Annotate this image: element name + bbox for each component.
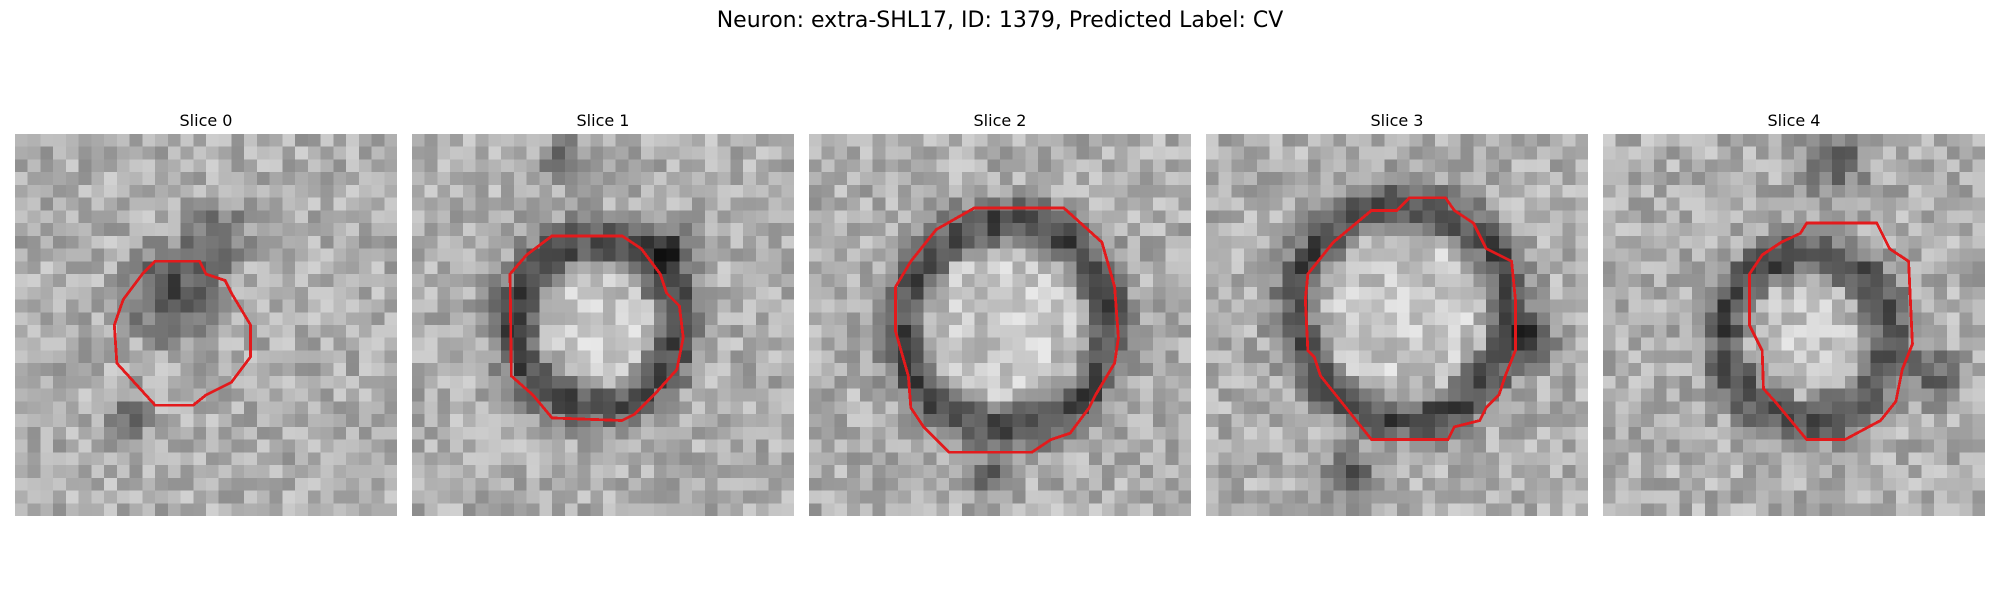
segmentation-contour bbox=[112, 259, 252, 407]
segmentation-contour bbox=[894, 206, 1120, 454]
slice-title: Slice 3 bbox=[1370, 111, 1424, 130]
slice-panel-3: Slice 3 bbox=[1206, 110, 1588, 516]
slice-image-0 bbox=[15, 134, 397, 516]
em-grayscale-patch bbox=[1603, 134, 1985, 516]
slice-image-2 bbox=[809, 134, 1191, 516]
segmentation-contour bbox=[1303, 196, 1517, 442]
segmentation-contour bbox=[508, 234, 685, 422]
em-grayscale-patch bbox=[1206, 134, 1588, 516]
slice-image-1 bbox=[412, 134, 794, 516]
slice-panel-0: Slice 0 bbox=[15, 110, 397, 516]
em-grayscale-patch bbox=[809, 134, 1191, 516]
figure-title: Neuron: extra-SHL17, ID: 1379, Predicted… bbox=[716, 8, 1284, 33]
slice-panel-2: Slice 2 bbox=[809, 110, 1191, 516]
slice-title: Slice 4 bbox=[1767, 111, 1821, 130]
slice-image-3 bbox=[1206, 134, 1588, 516]
slice-panel-1: Slice 1 bbox=[412, 110, 794, 516]
em-grayscale-patch bbox=[15, 134, 397, 516]
slice-panel-4: Slice 4 bbox=[1603, 110, 1985, 516]
slice-title: Slice 1 bbox=[576, 111, 630, 130]
slice-title: Slice 0 bbox=[179, 111, 233, 130]
slice-image-4 bbox=[1603, 134, 1985, 516]
em-grayscale-patch bbox=[412, 134, 794, 516]
segmentation-contour bbox=[1748, 221, 1914, 442]
slice-title: Slice 2 bbox=[973, 111, 1027, 130]
